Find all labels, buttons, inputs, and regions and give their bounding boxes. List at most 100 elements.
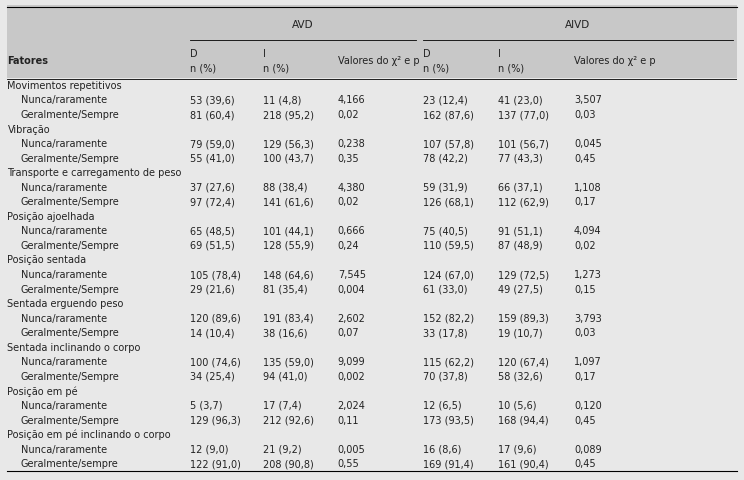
Text: 87 (48,9): 87 (48,9) xyxy=(498,241,543,251)
Text: 0,35: 0,35 xyxy=(338,154,359,164)
Text: 126 (68,1): 126 (68,1) xyxy=(423,197,474,207)
Text: 1,108: 1,108 xyxy=(574,183,602,193)
Text: 100 (74,6): 100 (74,6) xyxy=(190,357,240,367)
Text: 110 (59,5): 110 (59,5) xyxy=(423,241,474,251)
Text: 91 (51,1): 91 (51,1) xyxy=(498,227,543,237)
Text: 88 (38,4): 88 (38,4) xyxy=(263,183,307,193)
Text: 105 (78,4): 105 (78,4) xyxy=(190,270,240,280)
Text: 34 (25,4): 34 (25,4) xyxy=(190,372,234,382)
Text: Geralmente/Sempre: Geralmente/Sempre xyxy=(21,154,119,164)
Text: 137 (77,0): 137 (77,0) xyxy=(498,110,549,120)
Text: 0,02: 0,02 xyxy=(338,110,359,120)
Text: Transporte e carregamento de peso: Transporte e carregamento de peso xyxy=(7,168,182,178)
Bar xyxy=(7,5,737,78)
Text: 120 (67,4): 120 (67,4) xyxy=(498,357,549,367)
Text: 49 (27,5): 49 (27,5) xyxy=(498,285,543,295)
Text: 70 (37,8): 70 (37,8) xyxy=(423,372,468,382)
Text: 0,03: 0,03 xyxy=(574,328,595,338)
Text: 169 (91,4): 169 (91,4) xyxy=(423,459,474,469)
Text: 124 (67,0): 124 (67,0) xyxy=(423,270,474,280)
Text: 2,024: 2,024 xyxy=(338,401,365,411)
Text: Nunca/raramente: Nunca/raramente xyxy=(21,96,106,106)
Text: 100 (43,7): 100 (43,7) xyxy=(263,154,313,164)
Text: n (%): n (%) xyxy=(263,64,289,74)
Text: 69 (51,5): 69 (51,5) xyxy=(190,241,234,251)
Text: 0,002: 0,002 xyxy=(338,372,365,382)
Text: Nunca/raramente: Nunca/raramente xyxy=(21,357,106,367)
Text: 101 (56,7): 101 (56,7) xyxy=(498,139,549,149)
Text: 12 (9,0): 12 (9,0) xyxy=(190,444,228,455)
Text: 59 (31,9): 59 (31,9) xyxy=(423,183,468,193)
Text: Geralmente/sempre: Geralmente/sempre xyxy=(21,459,118,469)
Text: 159 (89,3): 159 (89,3) xyxy=(498,314,549,324)
Text: 97 (72,4): 97 (72,4) xyxy=(190,197,234,207)
Text: Geralmente/Sempre: Geralmente/Sempre xyxy=(21,197,119,207)
Text: Geralmente/Sempre: Geralmente/Sempre xyxy=(21,241,119,251)
Text: 0,02: 0,02 xyxy=(338,197,359,207)
Text: 0,666: 0,666 xyxy=(338,227,365,237)
Text: 212 (92,6): 212 (92,6) xyxy=(263,416,314,426)
Text: 78 (42,2): 78 (42,2) xyxy=(423,154,468,164)
Text: 0,238: 0,238 xyxy=(338,139,365,149)
Text: 77 (43,3): 77 (43,3) xyxy=(498,154,543,164)
Text: 107 (57,8): 107 (57,8) xyxy=(423,139,474,149)
Text: 29 (21,6): 29 (21,6) xyxy=(190,285,234,295)
Text: D: D xyxy=(423,48,431,59)
Text: 0,24: 0,24 xyxy=(338,241,359,251)
Text: 17 (9,6): 17 (9,6) xyxy=(498,444,536,455)
Text: I: I xyxy=(498,48,501,59)
Text: AIVD: AIVD xyxy=(565,20,591,30)
Text: 3,507: 3,507 xyxy=(574,96,602,106)
Text: Sentada inclinando o corpo: Sentada inclinando o corpo xyxy=(7,343,141,353)
Text: Nunca/raramente: Nunca/raramente xyxy=(21,139,106,149)
Text: 61 (33,0): 61 (33,0) xyxy=(423,285,467,295)
Text: 9,099: 9,099 xyxy=(338,357,365,367)
Text: Posição em pé inclinando o corpo: Posição em pé inclinando o corpo xyxy=(7,430,171,440)
Text: n (%): n (%) xyxy=(423,64,449,74)
Text: 122 (91,0): 122 (91,0) xyxy=(190,459,240,469)
Text: 0,11: 0,11 xyxy=(338,416,359,426)
Text: 0,005: 0,005 xyxy=(338,444,365,455)
Text: Geralmente/Sempre: Geralmente/Sempre xyxy=(21,328,119,338)
Text: Geralmente/Sempre: Geralmente/Sempre xyxy=(21,285,119,295)
Text: 0,45: 0,45 xyxy=(574,459,596,469)
Text: Geralmente/Sempre: Geralmente/Sempre xyxy=(21,372,119,382)
Text: 17 (7,4): 17 (7,4) xyxy=(263,401,301,411)
Text: Nunca/raramente: Nunca/raramente xyxy=(21,270,106,280)
Text: 66 (37,1): 66 (37,1) xyxy=(498,183,543,193)
Text: 81 (60,4): 81 (60,4) xyxy=(190,110,234,120)
Text: 168 (94,4): 168 (94,4) xyxy=(498,416,549,426)
Text: 41 (23,0): 41 (23,0) xyxy=(498,96,543,106)
Text: Fatores: Fatores xyxy=(7,56,48,66)
Text: 4,094: 4,094 xyxy=(574,227,602,237)
Text: I: I xyxy=(263,48,266,59)
Text: 1,273: 1,273 xyxy=(574,270,602,280)
Text: Sentada erguendo peso: Sentada erguendo peso xyxy=(7,299,124,309)
Text: Nunca/raramente: Nunca/raramente xyxy=(21,314,106,324)
Text: 0,004: 0,004 xyxy=(338,285,365,295)
Text: 129 (56,3): 129 (56,3) xyxy=(263,139,313,149)
Text: 5 (3,7): 5 (3,7) xyxy=(190,401,222,411)
Text: n (%): n (%) xyxy=(498,64,525,74)
Text: 16 (8,6): 16 (8,6) xyxy=(423,444,461,455)
Text: 81 (35,4): 81 (35,4) xyxy=(263,285,307,295)
Text: 218 (95,2): 218 (95,2) xyxy=(263,110,314,120)
Text: 14 (10,4): 14 (10,4) xyxy=(190,328,234,338)
Text: 12 (6,5): 12 (6,5) xyxy=(423,401,462,411)
Text: 7,545: 7,545 xyxy=(338,270,366,280)
Text: Valores do χ² e p: Valores do χ² e p xyxy=(574,56,655,66)
Text: 4,166: 4,166 xyxy=(338,96,365,106)
Text: Nunca/raramente: Nunca/raramente xyxy=(21,227,106,237)
Text: 191 (83,4): 191 (83,4) xyxy=(263,314,313,324)
Text: 0,045: 0,045 xyxy=(574,139,602,149)
Text: 0,089: 0,089 xyxy=(574,444,602,455)
Text: Posição ajoelhada: Posição ajoelhada xyxy=(7,212,95,222)
Text: 0,02: 0,02 xyxy=(574,241,596,251)
Text: 94 (41,0): 94 (41,0) xyxy=(263,372,307,382)
Text: 19 (10,7): 19 (10,7) xyxy=(498,328,543,338)
Text: 0,03: 0,03 xyxy=(574,110,595,120)
Text: 53 (39,6): 53 (39,6) xyxy=(190,96,234,106)
Text: Geralmente/Sempre: Geralmente/Sempre xyxy=(21,110,119,120)
Text: 0,120: 0,120 xyxy=(574,401,602,411)
Text: 23 (12,4): 23 (12,4) xyxy=(423,96,468,106)
